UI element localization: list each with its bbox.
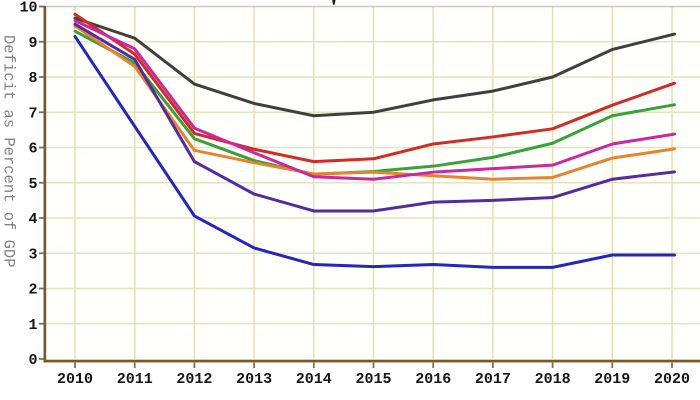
svg-text:1: 1 — [28, 317, 37, 334]
svg-text:2019: 2019 — [594, 371, 630, 388]
svg-text:2012: 2012 — [176, 371, 212, 388]
svg-text:2018: 2018 — [535, 371, 571, 388]
svg-text:2011: 2011 — [117, 371, 153, 388]
svg-text:5: 5 — [28, 176, 37, 193]
svg-text:0: 0 — [28, 352, 37, 369]
svg-text:Deficit as Percent of GDP: Deficit as Percent of GDP — [0, 35, 18, 268]
svg-text:9: 9 — [28, 35, 37, 52]
svg-text:2020: 2020 — [654, 371, 690, 388]
svg-text:2016: 2016 — [415, 371, 451, 388]
svg-text:2014: 2014 — [296, 371, 332, 388]
svg-text:8: 8 — [28, 70, 37, 87]
svg-text:2017: 2017 — [475, 371, 511, 388]
svg-text:6: 6 — [28, 141, 37, 158]
svg-text:2015: 2015 — [355, 371, 391, 388]
svg-text:3: 3 — [28, 246, 37, 263]
svg-text:2013: 2013 — [236, 371, 272, 388]
svg-text:4: 4 — [28, 211, 37, 228]
svg-text:2010: 2010 — [57, 371, 93, 388]
svg-text:10: 10 — [19, 0, 37, 17]
svg-text:7: 7 — [28, 105, 37, 122]
svg-text:2: 2 — [28, 282, 37, 299]
